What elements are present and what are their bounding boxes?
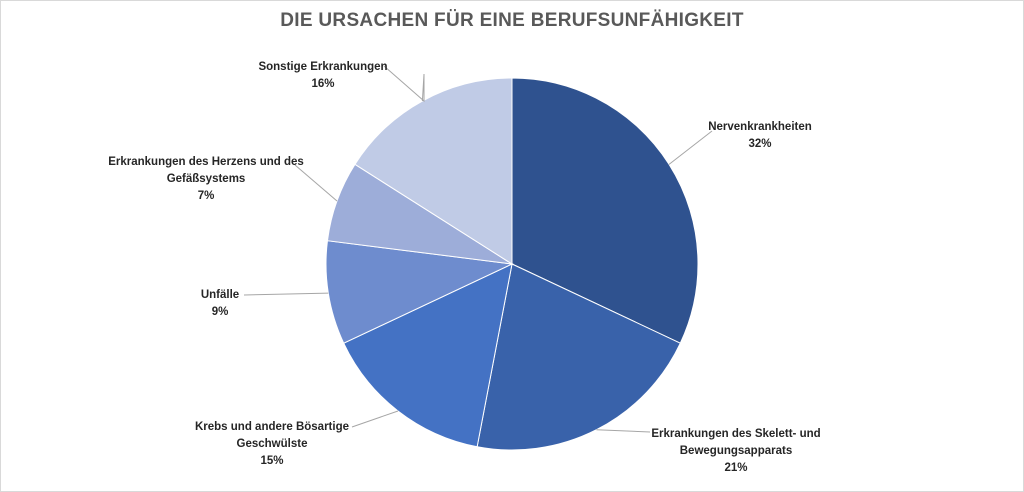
pie-slice-1 bbox=[476, 263, 681, 451]
pie-slice-2 bbox=[343, 263, 513, 448]
data-label-0: Nervenkrankheiten 32% bbox=[708, 121, 812, 150]
data-label-3: Unfälle 9% bbox=[201, 289, 239, 318]
leader-line-0 bbox=[668, 130, 713, 165]
pie-slice-3 bbox=[325, 240, 514, 344]
pie-slice-5 bbox=[354, 77, 513, 265]
leader-line-2 bbox=[351, 410, 399, 428]
leader-line-1 bbox=[596, 429, 651, 433]
leader-line-5 bbox=[383, 65, 425, 103]
data-label-2: Krebs und andere Bösartige Geschwülste 15% bbox=[195, 421, 349, 467]
data-label-1: Erkrankungen des Skelett- und Bewegungsap… bbox=[651, 428, 820, 474]
leader-line-3 bbox=[243, 292, 329, 296]
data-label-5: Sonstige Erkrankungen 16% bbox=[258, 61, 387, 90]
leader-line-4 bbox=[294, 164, 338, 202]
chart-title: DIE URSACHEN FÜR EINE BERUFSUNFÄHIGKEIT bbox=[280, 10, 744, 31]
pie-slice-0 bbox=[511, 77, 699, 344]
data-label-4: Erkrankungen des Herzens und des Gefäßsys… bbox=[108, 156, 304, 202]
